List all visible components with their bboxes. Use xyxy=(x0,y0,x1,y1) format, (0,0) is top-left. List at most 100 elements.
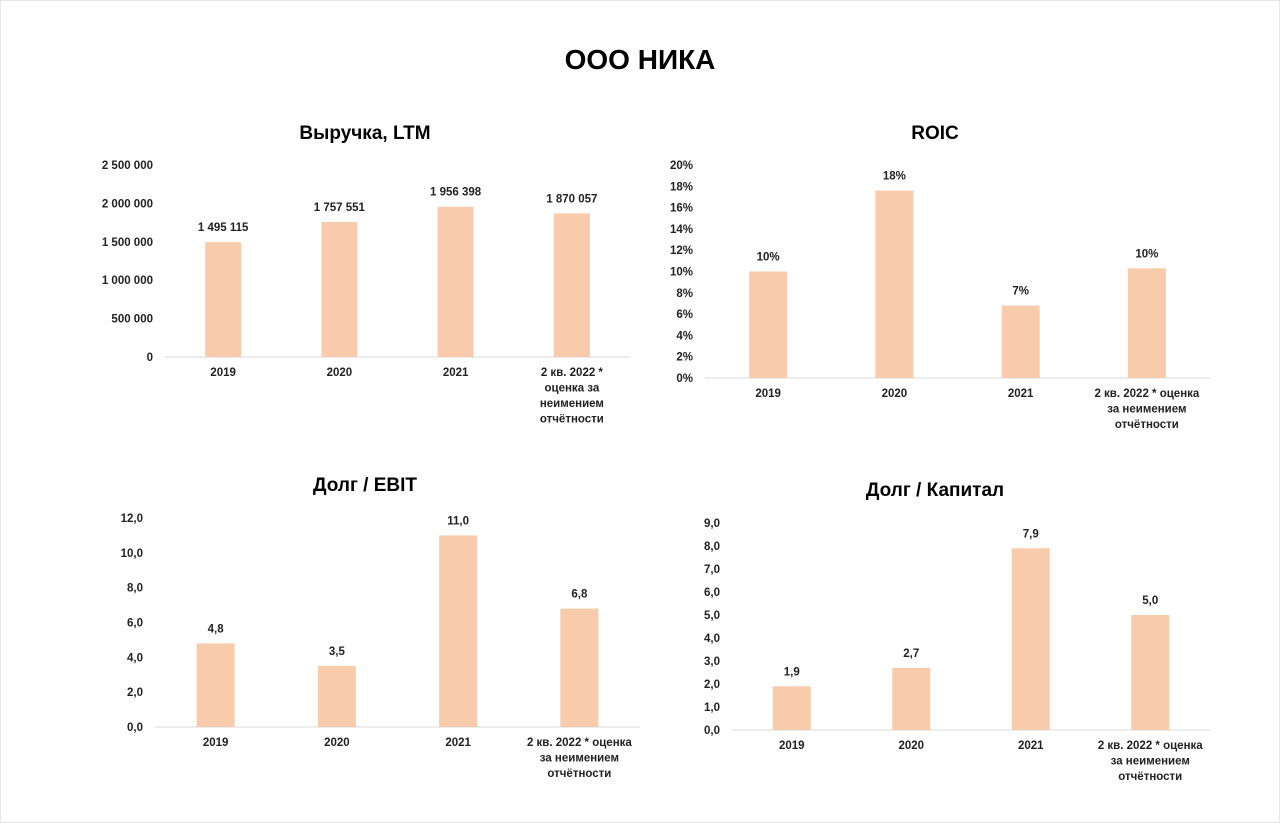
y-tick-label: 1 500 000 xyxy=(102,237,153,249)
x-category-label-line: 2019 xyxy=(210,367,236,379)
bar xyxy=(317,666,356,727)
bar xyxy=(553,213,590,357)
data-label: 1 956 398 xyxy=(430,187,482,199)
x-category-label-line: 2021 xyxy=(1008,388,1034,400)
x-category-label: 2021 xyxy=(1018,740,1044,752)
page-title: ООО НИКА xyxy=(564,44,716,75)
x-category-label-line: 2020 xyxy=(882,388,908,400)
x-category-label: 2019 xyxy=(779,740,805,752)
data-label: 10% xyxy=(757,252,780,264)
x-category-label-line: 2021 xyxy=(443,367,469,379)
bar xyxy=(560,608,599,727)
data-label: 3,5 xyxy=(329,646,346,658)
y-tick-label: 10% xyxy=(670,267,693,279)
data-label: 5,0 xyxy=(1142,595,1158,607)
data-label: 7,9 xyxy=(1023,528,1039,540)
x-category-label-line: 2 кв. 2022 * оценка xyxy=(1098,740,1203,752)
x-category-label: 2 кв. 2022 * оценка за неимением отчётност… xyxy=(1098,740,1203,783)
y-tick-label: 500 000 xyxy=(111,314,153,326)
roic-chart-plot: 0% 2% 4% 6% 8% 10% 12% 14% 16% 18% 20% 10% 2019 18% 20… xyxy=(670,160,1210,431)
x-category-label: 2021 xyxy=(1008,388,1034,400)
bar xyxy=(875,190,914,378)
x-category-label-line: за неимением xyxy=(1111,756,1190,768)
data-label: 2,7 xyxy=(903,648,919,660)
x-category-label-line: отчётности xyxy=(1118,771,1182,783)
x-category-label: 2019 xyxy=(210,367,236,379)
x-category-label: 2019 xyxy=(755,388,781,400)
data-label: 4,8 xyxy=(208,623,225,635)
x-category-label-line: 2019 xyxy=(779,740,805,752)
y-tick-label: 8,0 xyxy=(127,583,143,595)
x-category-label-line: 2 кв. 2022 * оценка xyxy=(1094,388,1199,400)
x-category-label-line: за неимением xyxy=(540,753,619,765)
x-category-label-line: за неимением xyxy=(1107,404,1186,416)
y-tick-label: 2 500 000 xyxy=(102,160,153,172)
roic-chart: ROIC 0% 2% 4% 6% 8% 10% 12% 14% 16% 18% 20% 10% 2019… xyxy=(650,118,1220,448)
x-category-label-line: 2 кв. 2022 * оценка xyxy=(527,737,632,749)
x-category-label-line: 2020 xyxy=(324,737,350,749)
debt-ebit-chart-plot: 0,0 2,0 4,0 6,0 8,0 10,0 12,0 4,8 2019 3,5 2020 11,… xyxy=(121,513,640,780)
x-category-label-line: 2 кв. 2022 * xyxy=(541,367,604,379)
data-label: 1 495 115 xyxy=(198,222,249,234)
data-label: 11,0 xyxy=(447,515,469,527)
debt-ebit-chart: Долг / EBIT 0,0 2,0 4,0 6,0 8,0 10,0 12,0 4,8 20… xyxy=(80,470,650,800)
y-tick-label: 2,0 xyxy=(127,687,143,699)
y-tick-label: 20% xyxy=(670,160,693,172)
x-category-label: 2021 xyxy=(445,737,471,749)
x-category-label-line: 2020 xyxy=(327,367,353,379)
data-label: 7% xyxy=(1012,286,1029,298)
y-tick-label: 12,0 xyxy=(121,513,143,525)
data-label: 1 870 057 xyxy=(546,193,597,205)
bar xyxy=(205,242,242,357)
chart-title: Долг / Капитал xyxy=(865,480,1005,501)
y-tick-label: 8,0 xyxy=(704,541,720,553)
x-category-label: 2020 xyxy=(324,737,350,749)
bar xyxy=(439,535,478,727)
bar xyxy=(1131,615,1170,730)
revenue-chart: Выручка, LTM 0 500 000 1 000 000 1 500 000 2… xyxy=(90,118,640,448)
y-tick-label: 0,0 xyxy=(127,722,143,734)
y-tick-label: 12% xyxy=(670,245,693,257)
bar xyxy=(749,271,788,378)
x-category-label: 2020 xyxy=(882,388,908,400)
y-tick-label: 0% xyxy=(676,373,693,385)
y-tick-label: 1,0 xyxy=(704,702,720,714)
y-tick-label: 6% xyxy=(676,309,693,321)
chart-title: Долг / EBIT xyxy=(313,475,417,496)
bar xyxy=(1127,268,1166,378)
y-tick-label: 4,0 xyxy=(704,633,720,645)
y-tick-label: 3,0 xyxy=(704,656,720,668)
y-tick-label: 2% xyxy=(676,352,693,364)
y-tick-label: 10,0 xyxy=(121,548,143,560)
data-label: 10% xyxy=(1135,248,1158,260)
y-tick-label: 9,0 xyxy=(704,518,720,530)
bar xyxy=(196,643,235,727)
bar xyxy=(437,206,474,357)
chart-title: Выручка, LTM xyxy=(299,123,431,144)
y-tick-label: 16% xyxy=(670,203,693,215)
x-category-label-line: отчётности xyxy=(547,768,611,780)
x-category-label: 2021 xyxy=(443,367,469,379)
revenue-chart-plot: 0 500 000 1 000 000 1 500 000 2 000 000 2 500… xyxy=(102,160,630,426)
bar xyxy=(772,686,811,730)
debt-capital-chart-plot: 0,0 1,0 2,0 3,0 4,0 5,0 6,0 7,0 8,0 9,0 1,9 2019 2,7… xyxy=(704,518,1210,783)
debt-capital-chart: Долг / Капитал 0,0 1,0 2,0 3,0 4,0 5,0 6,0 7,0 8… xyxy=(650,478,1220,808)
x-category-label-line: 2021 xyxy=(1018,740,1044,752)
y-tick-label: 14% xyxy=(670,224,693,236)
data-label: 1 757 551 xyxy=(314,202,366,214)
x-category-label: 2 кв. 2022 * оценка за неимением отчётности xyxy=(540,367,604,426)
x-category-label-line: 2021 xyxy=(445,737,471,749)
chart-title: ROIC xyxy=(911,123,959,144)
y-tick-label: 6,0 xyxy=(704,587,720,599)
y-tick-label: 4,0 xyxy=(127,652,143,664)
x-category-label: 2019 xyxy=(203,737,229,749)
y-tick-label: 8% xyxy=(676,288,693,300)
y-tick-label: 0,0 xyxy=(704,725,720,737)
y-tick-label: 2,0 xyxy=(704,679,720,691)
y-tick-label: 4% xyxy=(676,330,693,342)
data-label: 1,9 xyxy=(784,666,800,678)
y-tick-label: 18% xyxy=(670,181,693,193)
bar xyxy=(892,667,931,730)
y-tick-label: 6,0 xyxy=(127,618,143,630)
x-category-label: 2 кв. 2022 * оценка за неимением отчётност… xyxy=(527,737,632,780)
